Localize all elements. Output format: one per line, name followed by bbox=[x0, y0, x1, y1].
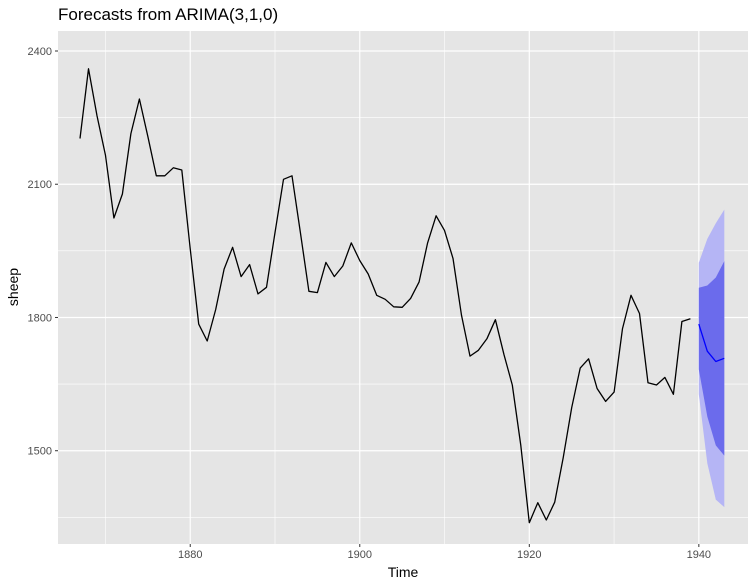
y-tick-label: 2100 bbox=[28, 179, 52, 191]
chart-title: Forecasts from ARIMA(3,1,0) bbox=[58, 5, 278, 24]
x-tick-label: 1920 bbox=[517, 549, 541, 561]
x-tick-label: 1880 bbox=[178, 549, 202, 561]
axis-ticks: 1500 1800 2100 2400 1880 1900 1920 1940 bbox=[28, 46, 712, 561]
forecast-line bbox=[698, 323, 725, 363]
y-tick-label: 1800 bbox=[28, 312, 52, 324]
history-line bbox=[79, 68, 691, 524]
grid-layer bbox=[58, 31, 748, 544]
x-axis-title: Time bbox=[388, 564, 419, 580]
forecast-interval-80 bbox=[698, 261, 725, 456]
series-lines bbox=[79, 68, 725, 524]
forecast-intervals bbox=[698, 209, 725, 508]
y-tick-label: 2400 bbox=[28, 46, 52, 58]
plot-panel bbox=[58, 31, 748, 544]
x-tick-label: 1940 bbox=[687, 549, 711, 561]
y-axis-title: sheep bbox=[5, 268, 21, 306]
y-tick-label: 1500 bbox=[28, 446, 52, 458]
x-tick-label: 1900 bbox=[348, 549, 372, 561]
